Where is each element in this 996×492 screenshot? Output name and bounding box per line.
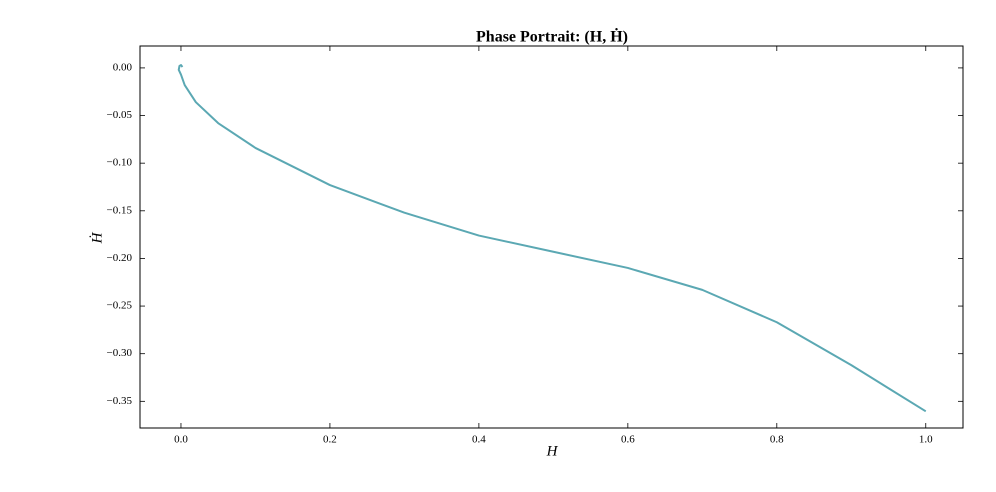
y-tick-label: −0.20 — [107, 252, 133, 264]
y-axis-label: Ḣ — [89, 231, 105, 244]
x-tick-label: 0.2 — [323, 434, 337, 446]
y-tick-label: −0.10 — [107, 157, 133, 169]
y-tick-label: −0.25 — [107, 300, 133, 312]
y-tick-label: 0.00 — [113, 61, 133, 73]
x-tick-label: 0.0 — [174, 434, 188, 446]
y-tick-label: −0.35 — [107, 395, 133, 407]
x-tick-label: 0.4 — [472, 434, 486, 446]
y-tick-label: −0.15 — [107, 204, 133, 216]
x-tick-label: 1.0 — [919, 434, 933, 446]
chart-title: Phase Portrait: (H, Ḣ) — [476, 27, 628, 46]
plot-frame — [139, 45, 964, 429]
y-tick-label: −0.30 — [107, 347, 133, 359]
y-tick-label: −0.05 — [107, 109, 133, 121]
phase-curve — [177, 64, 927, 413]
x-tick-label: 0.8 — [770, 434, 784, 446]
x-axis-label: H — [546, 443, 559, 459]
x-tick-label: 0.6 — [621, 434, 635, 446]
